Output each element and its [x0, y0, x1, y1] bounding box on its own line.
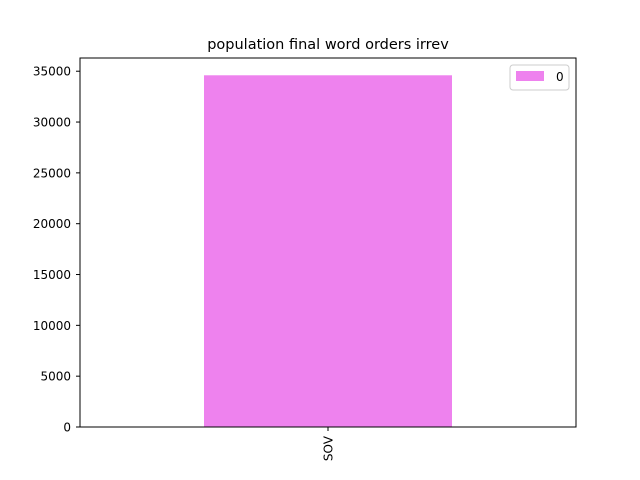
y-tick-label: 20000 [33, 217, 71, 231]
y-tick-label: 10000 [33, 319, 71, 333]
legend-label: 0 [556, 70, 564, 84]
y-tick-label: 25000 [33, 166, 71, 180]
axes-frame [79, 57, 577, 428]
legend: 0 [509, 64, 570, 91]
x-axis: SOV [322, 427, 336, 461]
chart-title: population final word orders irrev [207, 37, 449, 53]
y-tick-label: 0 [63, 421, 71, 435]
y-tick-label: 15000 [33, 268, 71, 282]
bar-sov [204, 75, 452, 427]
plot-area [204, 75, 452, 427]
y-tick-label: 5000 [40, 370, 71, 384]
x-tick-label: SOV [322, 435, 336, 461]
y-tick-label: 35000 [33, 65, 71, 79]
y-tick-label: 30000 [33, 116, 71, 130]
y-axis: 0 5000 10000 15000 20000 25000 30000 35000 [33, 65, 80, 435]
legend-swatch [516, 71, 544, 81]
